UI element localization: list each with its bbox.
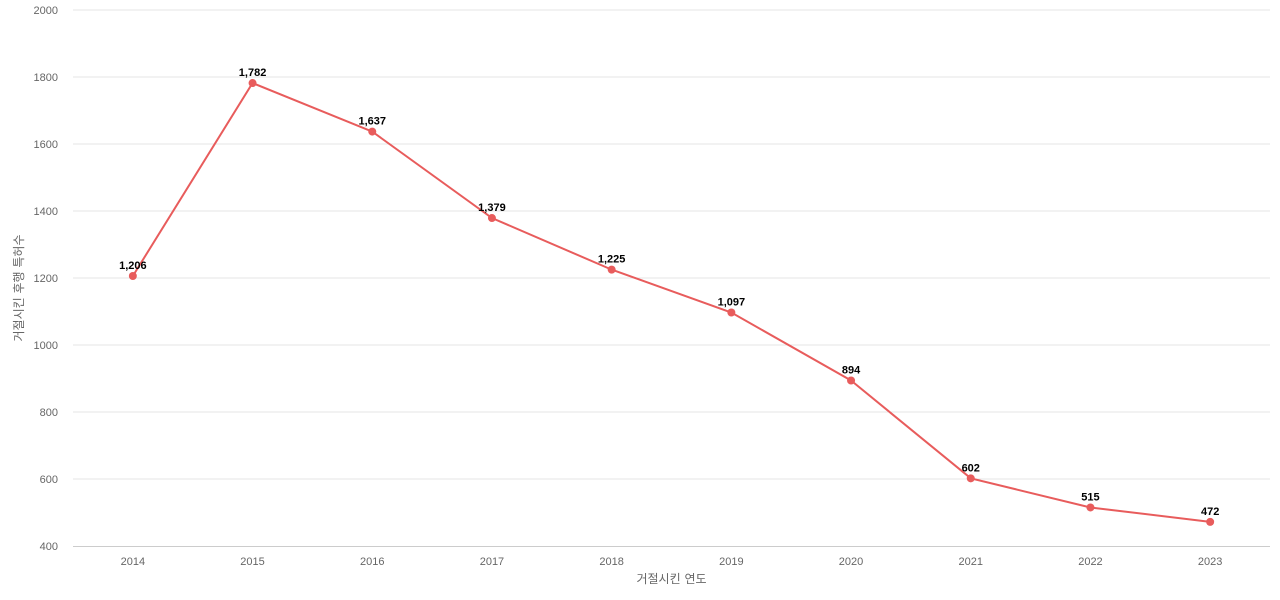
data-point: [966, 474, 975, 483]
data-label: 1,225: [598, 254, 626, 266]
x-tick-label: 2016: [360, 556, 384, 568]
x-tick-label: 2021: [959, 556, 983, 568]
y-tick-label: 1400: [34, 206, 58, 218]
data-point: [128, 271, 137, 280]
y-tick-label: 400: [40, 541, 58, 553]
data-label: 472: [1201, 506, 1219, 518]
grid-lines: [73, 9, 1270, 480]
x-tick-label: 2017: [480, 556, 504, 568]
x-tick-label: 2015: [240, 556, 264, 568]
data-label: 1,097: [718, 297, 746, 309]
y-axis-title: 거절시킨 후행 특허수: [11, 235, 26, 342]
data-point: [487, 214, 496, 223]
x-tick-label: 2014: [121, 556, 145, 568]
series-line: [132, 81, 1211, 523]
y-tick-label: 1200: [34, 273, 58, 285]
data-label: 1,206: [119, 260, 147, 272]
y-axis-ticks: 400 600 800 1000 1200 1400 1600 1800 2000: [34, 5, 58, 553]
data-label: 515: [1081, 491, 1099, 503]
x-tick-label: 2020: [839, 556, 863, 568]
x-tick-label: 2022: [1078, 556, 1102, 568]
data-label: 1,379: [478, 202, 506, 214]
series-group: [132, 81, 1211, 523]
data-label: 894: [842, 365, 861, 377]
y-tick-label: 600: [40, 474, 58, 486]
y-tick-label: 1600: [34, 139, 58, 151]
data-point: [1086, 503, 1095, 512]
y-tick-label: 1000: [34, 340, 58, 352]
y-tick-label: 1800: [34, 72, 58, 84]
data-point: [727, 308, 736, 317]
data-labels: 1,206 1,782 1,637 1,379 1,225 1,097 894 602 515 4…: [119, 67, 1219, 518]
data-point: [248, 79, 257, 88]
y-tick-label: 2000: [34, 5, 58, 17]
x-axis-ticks: 2014 2015 2016 2017 2018 2019 2020 2021 2022 2023: [121, 556, 1223, 568]
data-point: [368, 127, 377, 136]
x-axis-title: 거절시킨 연도: [636, 572, 706, 586]
data-point: [847, 376, 856, 385]
x-tick-label: 2019: [719, 556, 743, 568]
x-tick-label: 2023: [1198, 556, 1222, 568]
y-tick-label: 800: [40, 407, 58, 419]
data-point: [607, 265, 616, 274]
x-tick-label: 2018: [599, 556, 623, 568]
data-label: 602: [962, 462, 980, 474]
data-label: 1,637: [358, 116, 386, 128]
data-label: 1,782: [239, 67, 267, 79]
data-point: [1206, 517, 1215, 526]
data-points: [128, 79, 1215, 526]
